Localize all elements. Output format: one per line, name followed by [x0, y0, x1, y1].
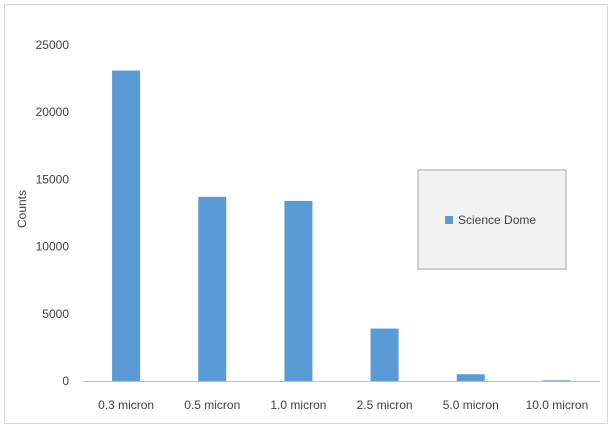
x-tick-label: 5.0 micron	[443, 398, 499, 412]
legend-label: Science Dome	[458, 213, 536, 227]
y-tick-label: 5000	[42, 307, 69, 321]
y-tick-label: 20000	[36, 105, 70, 119]
legend: Science Dome	[417, 169, 567, 270]
bar	[456, 374, 485, 381]
y-tick-label: 25000	[36, 38, 70, 52]
y-tick-label: 10000	[36, 240, 70, 254]
x-tick-label: 2.5 micron	[357, 398, 413, 412]
bar	[542, 380, 571, 382]
y-tick-label: 0	[62, 374, 69, 388]
legend-box	[417, 169, 567, 270]
x-tick-label: 0.5 micron	[184, 398, 240, 412]
x-tick-label: 10.0 micron	[526, 398, 589, 412]
bar	[112, 70, 141, 381]
y-tick-label: 15000	[36, 172, 70, 186]
bar	[198, 196, 227, 381]
y-axis-ticks: 0 5000 10000 15000 20000 25000	[36, 38, 70, 388]
y-axis-title: Counts	[15, 190, 29, 228]
bar	[370, 328, 399, 381]
bar	[284, 200, 313, 381]
x-tick-label: 1.0 micron	[270, 398, 326, 412]
bars	[112, 70, 571, 382]
x-tick-label: 0.3 micron	[98, 398, 154, 412]
legend-swatch	[445, 216, 453, 224]
x-axis-ticks: 0.3 micron 0.5 micron 1.0 micron 2.5 micron…	[98, 398, 588, 412]
